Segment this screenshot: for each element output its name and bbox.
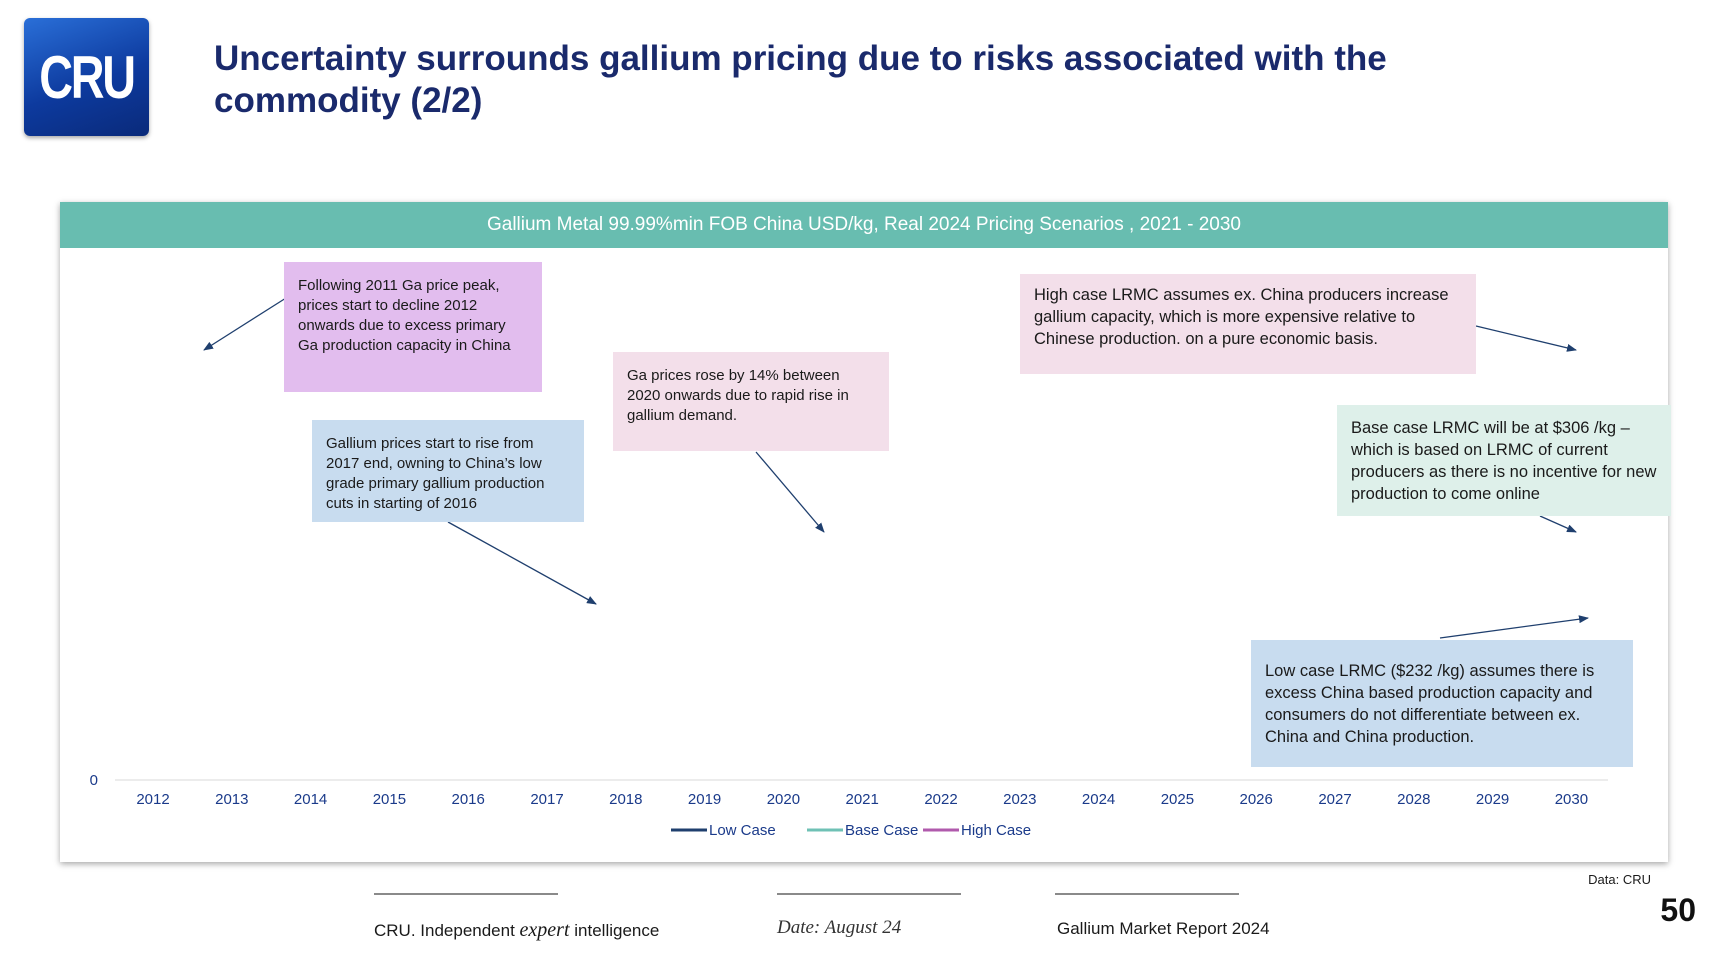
- x-tick-label: 2027: [1318, 791, 1351, 808]
- footer-company-em: expert: [519, 919, 570, 941]
- x-tick-label: 2013: [215, 791, 248, 808]
- page-number: 50: [1660, 892, 1696, 928]
- annotation-arrows: [203, 297, 1589, 639]
- grid: [115, 779, 1608, 781]
- annotation-high-case: High case LRMC assumes ex. China produce…: [1020, 274, 1476, 374]
- annotation-base-case: Base case LRMC will be at $306 /kg – whi…: [1337, 405, 1671, 516]
- footer-company: CRU. Independent expert intelligence: [374, 919, 659, 942]
- annotation-rise-2017-text: Gallium prices start to rise from 2017 e…: [326, 435, 545, 512]
- x-tick-label: 2028: [1397, 791, 1430, 808]
- annotation-rise-2020-text: Ga prices rose by 14% between 2020 onwar…: [627, 367, 849, 424]
- x-tick-label: 2014: [294, 791, 327, 808]
- footer-divider-3: [1055, 893, 1239, 895]
- x-tick-label: 2021: [846, 791, 879, 808]
- footer-company-pre: CRU. Independent: [374, 921, 520, 940]
- chart-panel: Gallium Metal 99.99%min FOB China USD/kg…: [60, 202, 1671, 862]
- x-tick-label: 2018: [609, 791, 642, 808]
- annotation-base-case-text: Base case LRMC will be at $306 /kg – whi…: [1351, 419, 1657, 503]
- footer-date: Date: August 24: [777, 917, 902, 938]
- legend-label: Low Case: [709, 822, 776, 839]
- arrow-high-case: [1475, 325, 1577, 352]
- x-tick-label: 2023: [1003, 791, 1036, 808]
- footer-divider-2: [777, 893, 961, 895]
- footer-divider-1: [374, 893, 558, 895]
- arrow-peak: [203, 297, 287, 351]
- x-tick-label: 2012: [136, 791, 169, 808]
- logo-text: CRU: [39, 43, 136, 111]
- x-tick-label: 2022: [924, 791, 957, 808]
- x-tick-label: 2026: [1240, 791, 1273, 808]
- legend-label: Base Case: [845, 822, 918, 839]
- axis-ticks: 0100200300400500600201220132014201520162…: [90, 772, 1588, 808]
- annotation-peak-text: Following 2011 Ga price peak, prices sta…: [298, 277, 511, 354]
- x-tick-label: 2030: [1555, 791, 1588, 808]
- x-tick-label: 2025: [1161, 791, 1194, 808]
- cru-logo: CRU: [24, 18, 149, 136]
- footer-report: Gallium Market Report 2024: [1057, 919, 1270, 938]
- footer-company-post: intelligence: [569, 921, 660, 940]
- x-tick-label: 2020: [767, 791, 800, 808]
- legend: Low Case Base Case High Case: [671, 822, 1031, 839]
- x-tick-label: 2016: [452, 791, 485, 808]
- annotation-rise-2017: Gallium prices start to rise from 2017 e…: [312, 420, 584, 522]
- page-title: Uncertainty surrounds gallium pricing du…: [214, 39, 1387, 120]
- annotation-low-case: Low case LRMC ($232 /kg) assumes there i…: [1251, 640, 1633, 767]
- x-tick-label: 2029: [1476, 791, 1509, 808]
- arrow-base-case: [1539, 515, 1577, 533]
- line-chart: 5161522352024413124424955323363143062632…: [90, 297, 1608, 839]
- arrow-rise-2020: [755, 451, 825, 533]
- arrow-rise-2017: [447, 521, 597, 605]
- annotation-rise-2020: Ga prices rose by 14% between 2020 onwar…: [613, 352, 889, 451]
- x-tick-label: 2017: [530, 791, 563, 808]
- chart-title: Gallium Metal 99.99%min FOB China USD/kg…: [60, 202, 1668, 248]
- annotation-low-case-text: Low case LRMC ($232 /kg) assumes there i…: [1265, 662, 1595, 746]
- annotation-high-case-text: High case LRMC assumes ex. China produce…: [1034, 286, 1449, 348]
- data-source: Data: CRU: [1588, 872, 1651, 887]
- legend-label: High Case: [961, 822, 1031, 839]
- x-tick-label: 2019: [688, 791, 721, 808]
- arrow-low-case: [1439, 615, 1589, 639]
- x-tick-label: 2015: [373, 791, 406, 808]
- x-tick-label: 2024: [1082, 791, 1115, 808]
- annotation-peak: Following 2011 Ga price peak, prices sta…: [284, 262, 542, 392]
- y-tick-label: 0: [90, 772, 98, 789]
